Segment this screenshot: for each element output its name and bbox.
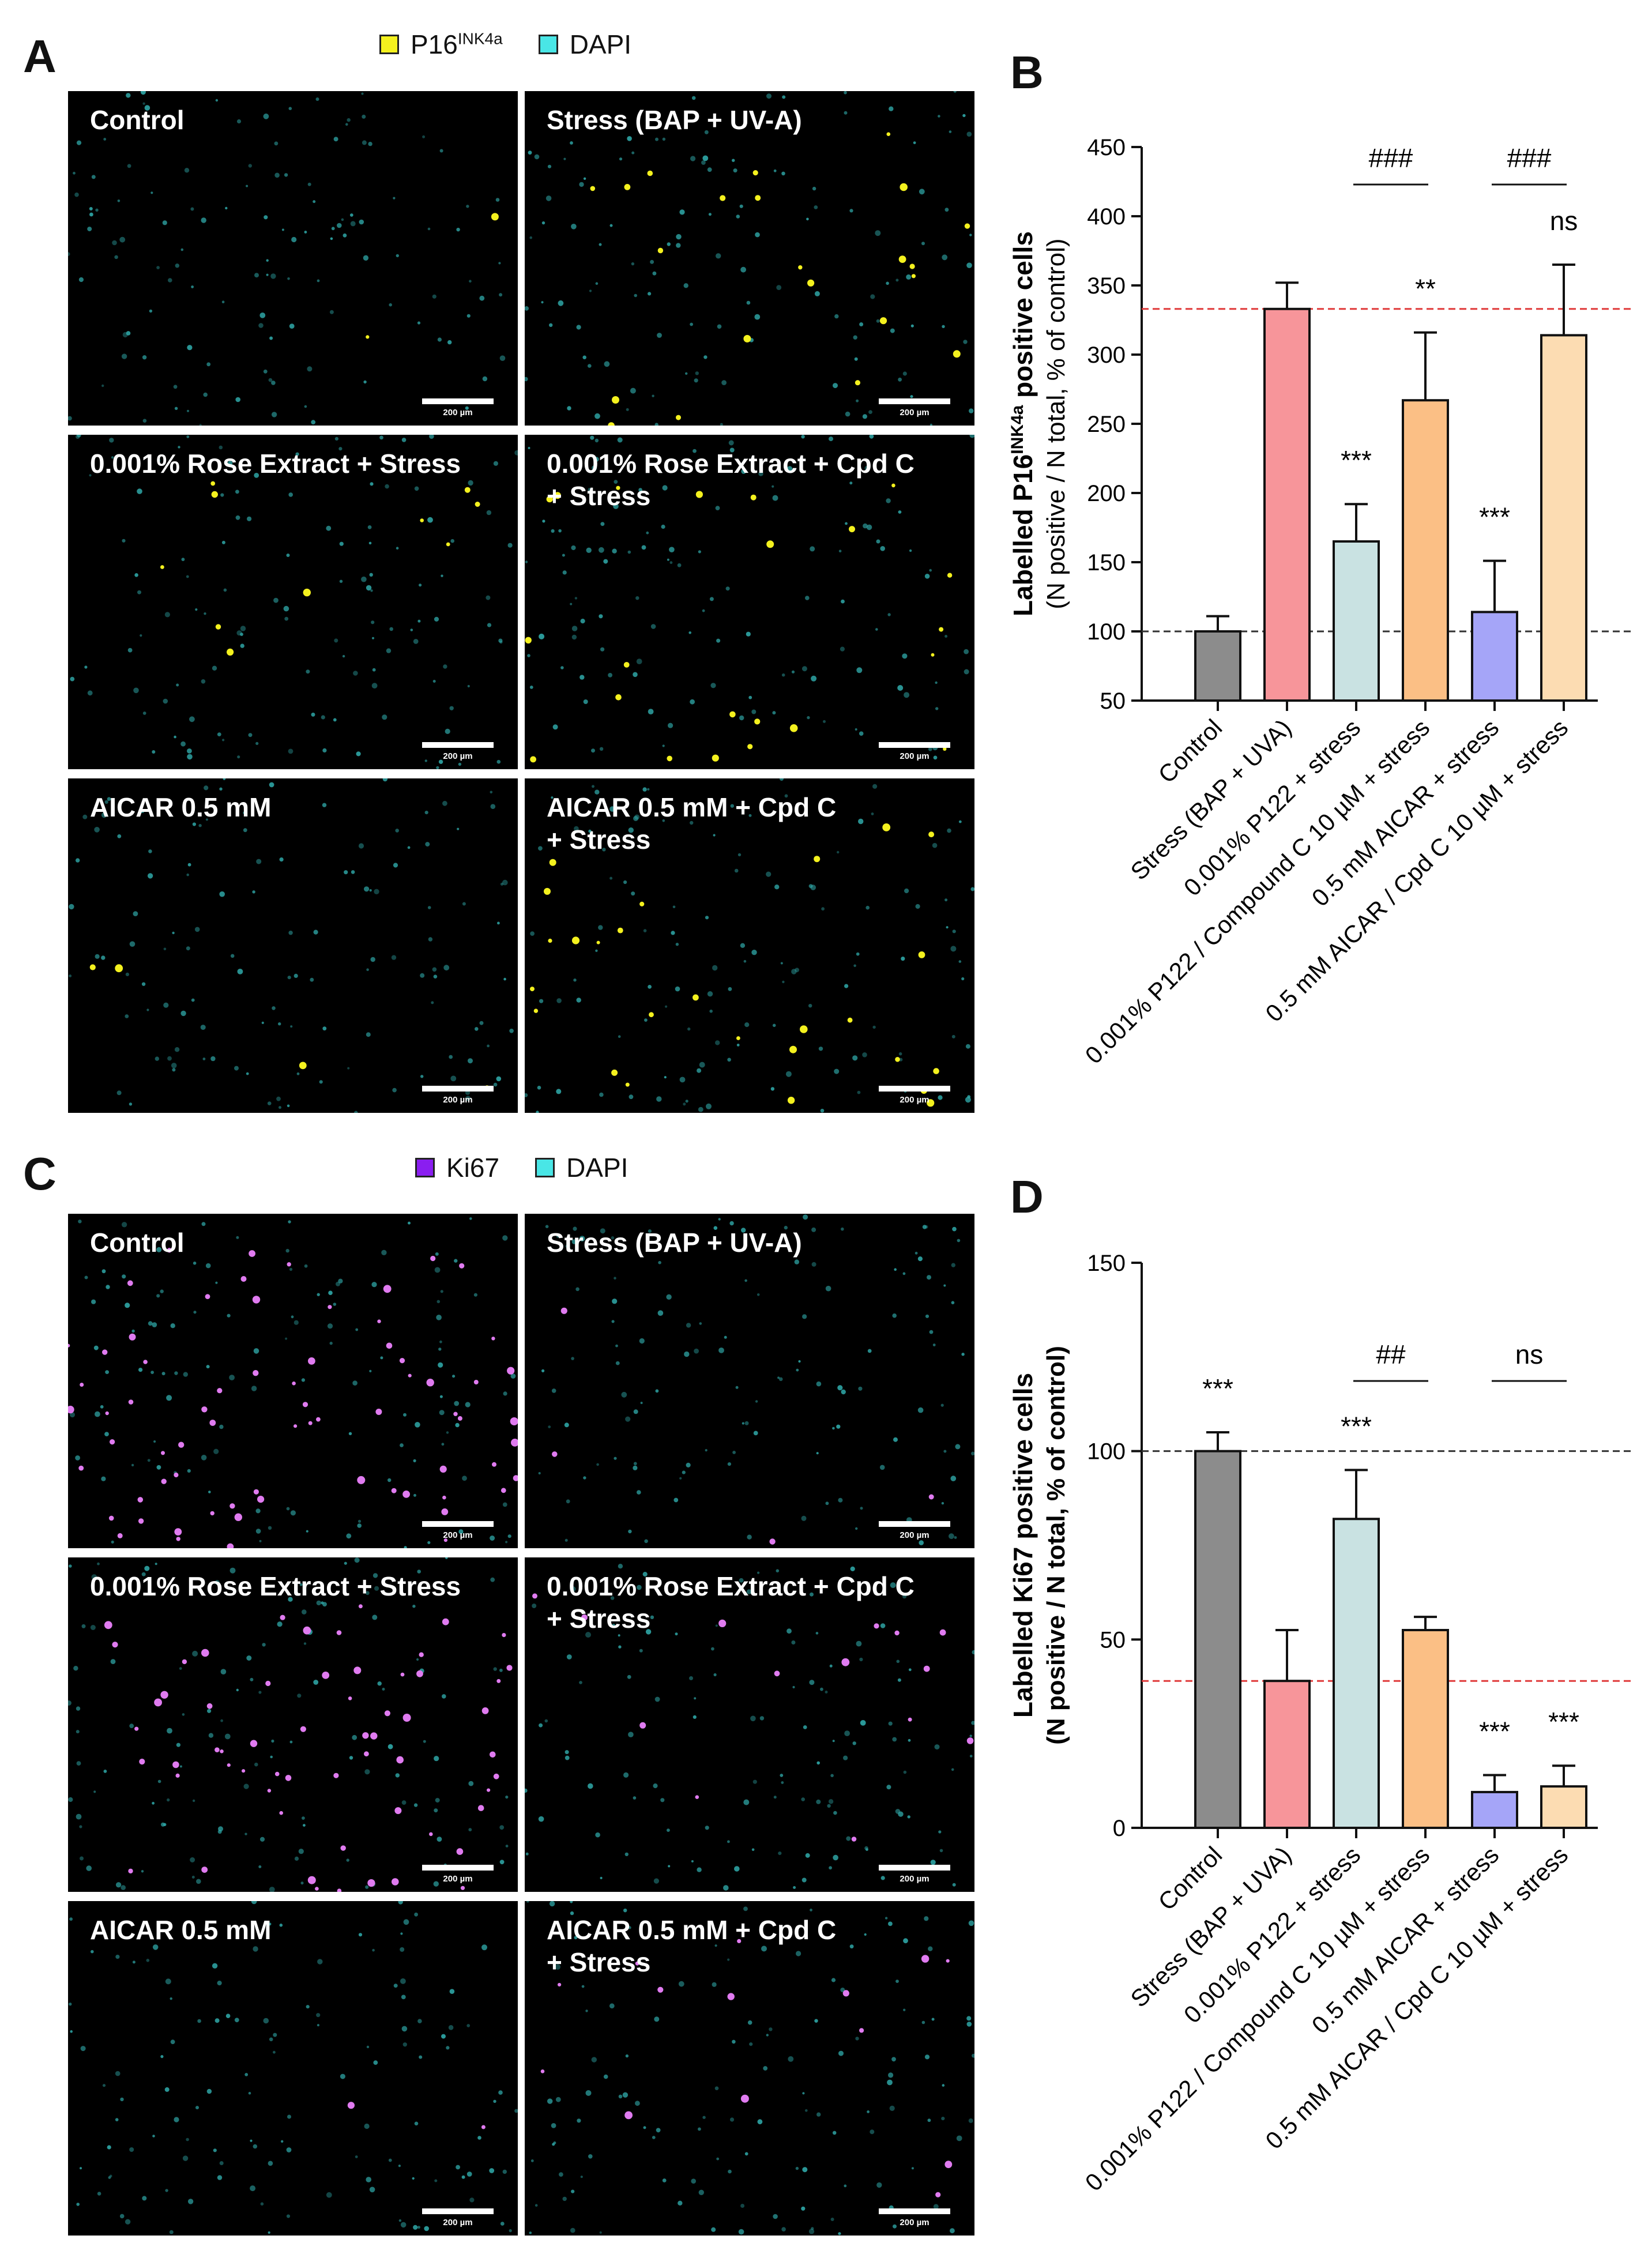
bar-chart-p16: 50100150200250300350400450ControlStress …	[1008, 135, 1632, 1069]
scale-bar: 200 µm	[422, 398, 494, 417]
y-tick-label: 250	[1087, 412, 1126, 437]
scale-bar: 200 µm	[879, 398, 950, 417]
legend-swatch-ki67	[415, 1158, 435, 1177]
bar	[1402, 1629, 1449, 1829]
micrograph-caption: Stress (BAP + UV-A)	[547, 1228, 802, 1258]
micrograph-caption: 0.001% Rose Extract + Cpd C + Stress	[547, 1571, 915, 1634]
legend-label-ki67: Ki67	[446, 1153, 500, 1183]
y-tick-label: 100	[1087, 1439, 1126, 1465]
micrograph-caption: AICAR 0.5 mM + Cpd C + Stress	[547, 792, 837, 855]
micrograph-c-6: AICAR 0.5 mM + Cpd C + Stress 200 µm	[525, 1901, 974, 2236]
scale-bar: 200 µm	[879, 1865, 950, 1884]
y-tick-label: 150	[1087, 1251, 1126, 1276]
bar	[1540, 1785, 1587, 1830]
legend-item-ki67: Ki67	[415, 1152, 499, 1183]
legend-label-dapi-c: DAPI	[566, 1153, 629, 1183]
micrograph-a-2: Stress (BAP + UV-A) 200 µm	[525, 91, 974, 426]
y-tick-label: 150	[1087, 550, 1126, 575]
legend-item-dapi-c: DAPI	[535, 1152, 628, 1183]
legend-swatch-dapi	[538, 35, 558, 54]
bar	[1471, 611, 1518, 702]
micrograph-a-3: 0.001% Rose Extract + Stress 200 µm	[68, 435, 518, 769]
panel-letter-d: D	[1010, 1171, 1044, 1222]
bar	[1263, 1680, 1311, 1830]
legend-c: Ki67 DAPI	[415, 1152, 664, 1183]
significance-mark: ns	[1550, 206, 1578, 236]
y-tick-label: 0	[1113, 1816, 1126, 1841]
y-axis-label-secondary: (N positive / N total, % of control)	[1042, 1346, 1070, 1745]
micrograph-a-5: AICAR 0.5 mM 200 µm	[68, 778, 518, 1113]
micrograph-caption: AICAR 0.5 mM + Cpd C + Stress	[547, 1915, 837, 1977]
micrograph-a-1: Control 200 µm	[68, 91, 518, 426]
micrograph-c-5: AICAR 0.5 mM 200 µm	[68, 1901, 518, 2236]
legend-swatch-p16	[379, 35, 399, 54]
comparison-label: ###	[1369, 143, 1413, 173]
bar	[1194, 630, 1241, 702]
y-tick-label: 350	[1087, 273, 1126, 299]
bar	[1333, 1518, 1380, 1829]
significance-mark: ***	[1341, 445, 1372, 475]
scale-bar: 200 µm	[422, 2208, 494, 2227]
micrograph-a-4: 0.001% Rose Extract + Cpd C + Stress 200 …	[525, 435, 974, 769]
y-axis-label-secondary: (N positive / N total, % of control)	[1042, 238, 1070, 609]
micrograph-caption: 0.001% Rose Extract + Stress	[90, 1571, 461, 1601]
micrograph-caption: Control	[90, 105, 185, 135]
legend-item-dapi: DAPI	[538, 29, 632, 60]
micrograph-c-3: 0.001% Rose Extract + Stress 200 µm	[68, 1557, 518, 1892]
legend-item-p16: P16INK4a	[379, 29, 503, 60]
panel-letter-b: B	[1010, 47, 1044, 98]
scale-bar: 200 µm	[879, 2208, 950, 2227]
legend-swatch-dapi-c	[535, 1158, 555, 1177]
scale-bar: 200 µm	[879, 742, 950, 761]
y-tick-label: 200	[1087, 481, 1126, 506]
scale-bar: 200 µm	[879, 1521, 950, 1540]
panel-letter-c: C	[23, 1148, 57, 1199]
bar	[1333, 540, 1380, 702]
micrograph-caption: AICAR 0.5 mM	[90, 792, 272, 822]
y-tick-label: 300	[1087, 343, 1126, 368]
legend-a: P16INK4a DAPI	[379, 29, 667, 60]
y-tick-label: 400	[1087, 204, 1126, 229]
micrograph-c-2: Stress (BAP + UV-A) 200 µm	[525, 1214, 974, 1548]
y-tick-label: 50	[1100, 1627, 1126, 1653]
y-tick-label: 100	[1087, 619, 1126, 645]
panel-letter-a: A	[23, 31, 57, 82]
micrograph-caption: AICAR 0.5 mM	[90, 1915, 272, 1945]
legend-label-dapi: DAPI	[569, 29, 632, 59]
significance-mark: **	[1415, 274, 1436, 304]
scale-bar: 200 µm	[422, 1086, 494, 1105]
significance-mark: ***	[1548, 1707, 1579, 1737]
bar	[1402, 399, 1449, 702]
bar	[1540, 334, 1587, 702]
comparison-label: ###	[1507, 143, 1552, 173]
significance-mark: ***	[1479, 1717, 1510, 1747]
legend-label-p16: P16INK4a	[411, 29, 503, 59]
y-axis-label: Labelled Ki67 positive cells	[1008, 1373, 1038, 1718]
micrograph-caption: Stress (BAP + UV-A)	[547, 105, 802, 135]
scale-bar: 200 µm	[879, 1086, 950, 1105]
y-tick-label: 50	[1100, 688, 1126, 714]
micrograph-c-4: 0.001% Rose Extract + Cpd C + Stress 200 …	[525, 1557, 974, 1892]
scale-bar: 200 µm	[422, 1865, 494, 1884]
micrograph-c-1: Control 200 µm	[68, 1214, 518, 1548]
significance-mark: ***	[1202, 1373, 1233, 1403]
bar	[1471, 1790, 1518, 1830]
comparison-label: ##	[1376, 1339, 1406, 1369]
y-tick-label: 450	[1087, 135, 1126, 160]
significance-mark: ***	[1341, 1411, 1372, 1441]
micrograph-a-6: AICAR 0.5 mM + Cpd C + Stress 200 µm	[525, 778, 974, 1113]
comparison-label: ns	[1515, 1339, 1544, 1369]
micrograph-caption: 0.001% Rose Extract + Stress	[90, 449, 461, 479]
scale-bar: 200 µm	[422, 1521, 494, 1540]
micrograph-caption: 0.001% Rose Extract + Cpd C + Stress	[547, 449, 915, 511]
scale-bar: 200 µm	[422, 742, 494, 761]
micrograph-caption: Control	[90, 1228, 185, 1258]
significance-mark: ***	[1479, 502, 1510, 532]
bar	[1194, 1450, 1241, 1829]
y-axis-label: Labelled P16INK4a positive cells	[1008, 231, 1038, 616]
bar	[1263, 307, 1311, 702]
